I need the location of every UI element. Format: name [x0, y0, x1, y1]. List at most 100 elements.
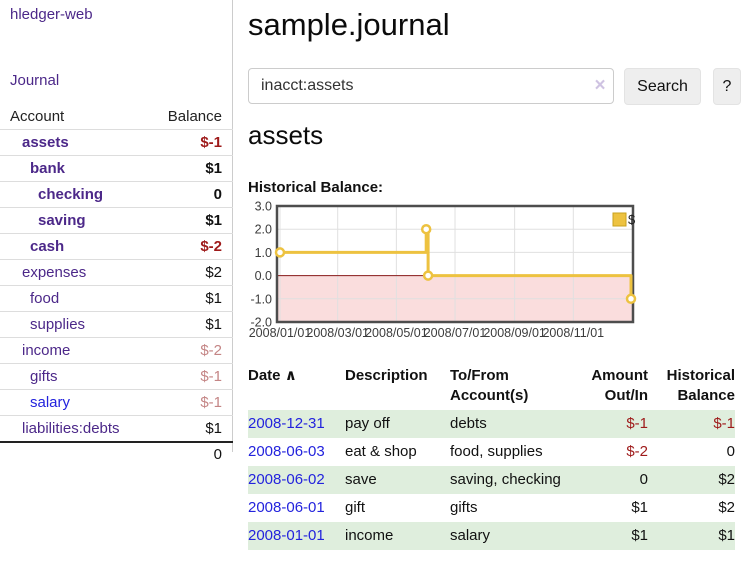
account-balance: $2	[150, 259, 233, 286]
account-link[interactable]: liabilities:debts	[22, 420, 120, 437]
x-axis-tick-label: 2008/01/01	[249, 326, 312, 340]
search-button[interactable]: Search	[624, 68, 701, 105]
account-balance: 0	[150, 181, 233, 208]
register-date-link[interactable]: 2008-06-03	[248, 443, 325, 460]
register-balance: $-1	[713, 415, 735, 432]
x-axis-tick-label: 2008/07/01	[424, 326, 487, 340]
register-date-link[interactable]: 2008-12-31	[248, 415, 325, 432]
account-balance: $1	[150, 311, 233, 338]
x-axis-tick-label: 2008/11/01	[542, 326, 604, 340]
clear-search-icon[interactable]: ×	[594, 75, 606, 96]
register-accounts: gifts	[450, 499, 478, 516]
register-amount: 0	[639, 471, 648, 488]
account-link[interactable]: supplies	[30, 316, 86, 333]
account-row: bank $1	[0, 155, 233, 182]
search-input[interactable]	[248, 68, 614, 104]
y-axis-tick-label: 0.0	[255, 269, 272, 283]
register-amount: $-2	[626, 443, 648, 460]
account-balance: $-1	[150, 389, 233, 416]
register-balance: $1	[718, 527, 735, 544]
accounts-total-row: 0	[0, 441, 233, 466]
account-balance: $1	[150, 207, 233, 234]
account-balance: $-2	[150, 233, 233, 260]
accounts-header-balance: Balance	[167, 108, 222, 125]
account-balance: $1	[150, 415, 233, 442]
account-link[interactable]: income	[22, 342, 71, 359]
data-point-marker	[274, 247, 286, 258]
brand-link[interactable]: hledger-web	[10, 6, 93, 23]
register-header-date[interactable]: Date ∧	[248, 362, 345, 410]
legend-swatch	[612, 212, 627, 227]
account-link[interactable]: gifts	[30, 368, 58, 385]
account-row: salary $-1	[0, 389, 233, 416]
account-balance: $-2	[150, 337, 233, 364]
register-accounts: debts	[450, 415, 487, 432]
account-link[interactable]: bank	[30, 160, 66, 177]
sidebar: hledger-web Journal Account Balance asse…	[0, 0, 233, 466]
register-date-link[interactable]: 2008-06-01	[248, 499, 325, 516]
register-row: 2008-06-01 gift gifts $1 $2	[248, 494, 735, 522]
account-row: saving $1	[0, 207, 233, 234]
data-point-marker	[422, 270, 434, 281]
data-point-marker	[420, 223, 432, 235]
account-link[interactable]: saving	[38, 212, 86, 229]
accounts-total-value: 0	[150, 441, 233, 466]
account-row: expenses $2	[0, 259, 233, 286]
register-row: 2008-01-01 income salary $1 $1	[248, 522, 735, 550]
account-row: food $1	[0, 285, 233, 312]
account-link[interactable]: assets	[22, 134, 69, 151]
account-row: assets $-1	[0, 129, 233, 156]
register-date-link[interactable]: 2008-06-02	[248, 471, 325, 488]
register-amount: $1	[631, 527, 648, 544]
chart-title: Historical Balance:	[248, 179, 384, 196]
page-title: sample.journal	[248, 7, 450, 42]
register-row: 2008-06-02 save saving, checking 0 $2	[248, 466, 735, 494]
help-button[interactable]: ?	[713, 68, 741, 105]
register-description: pay off	[345, 415, 390, 432]
account-row: liabilities:debts $1	[0, 415, 233, 442]
register-description: gift	[345, 499, 366, 516]
register-header-description: Description	[345, 367, 428, 384]
register-balance: $2	[718, 471, 735, 488]
x-axis-tick-label: 2008/09/01	[483, 326, 546, 340]
register-balance: $2	[718, 499, 735, 516]
y-axis-tick-label: 2.0	[255, 223, 272, 237]
account-row: income $-2	[0, 337, 233, 364]
register-accounts: salary	[450, 527, 491, 544]
chart-border	[275, 204, 635, 324]
register-row: 2008-12-31 pay off debts $-1 $-1	[248, 410, 735, 438]
y-axis-tick-label: 1.0	[255, 246, 272, 260]
account-balance: $1	[150, 155, 233, 182]
register-accounts: food, supplies	[450, 443, 543, 460]
account-link[interactable]: expenses	[22, 264, 87, 281]
x-axis-tick-label: 2008/03/01	[306, 326, 369, 340]
account-link[interactable]: food	[30, 290, 60, 307]
register-header-balance: Historical Balance	[666, 367, 735, 404]
account-heading: assets	[248, 120, 324, 150]
register-accounts: saving, checking	[450, 471, 561, 488]
account-link[interactable]: checking	[38, 186, 104, 203]
accounts-table: Account Balance assets $-1 bank $1 check…	[0, 104, 233, 466]
sidebar-item-journal[interactable]: Journal	[10, 72, 60, 89]
account-balance: $-1	[150, 363, 233, 390]
x-axis-tick-label: 2008/05/01	[365, 326, 428, 340]
account-link[interactable]: salary	[30, 394, 71, 411]
account-balance: $1	[150, 285, 233, 312]
register-balance: 0	[726, 443, 735, 460]
register-amount: $1	[631, 499, 648, 516]
account-row: supplies $1	[0, 311, 233, 338]
register-header-account: To/From Account(s)	[450, 367, 529, 404]
register-description: eat & shop	[345, 443, 417, 460]
sort-ascending-icon: ∧	[284, 367, 297, 384]
y-axis-tick-label: 3.0	[255, 200, 272, 214]
register-amount: $-1	[626, 415, 648, 432]
y-axis-tick-label: -2.0	[250, 316, 272, 330]
account-row: checking 0	[0, 181, 233, 208]
register-row: 2008-06-03 eat & shop food, supplies $-2…	[248, 438, 735, 466]
historical-balance-chart: 3.0 2.0 1.0 0.0 -1.0 -2.02008/01/012008/03/01…	[249, 200, 637, 340]
account-link[interactable]: cash	[30, 238, 65, 255]
register-date-link[interactable]: 2008-01-01	[248, 527, 325, 544]
account-balance: $-1	[150, 129, 233, 156]
account-row: cash $-2	[0, 233, 233, 260]
legend-label: $	[628, 212, 636, 227]
